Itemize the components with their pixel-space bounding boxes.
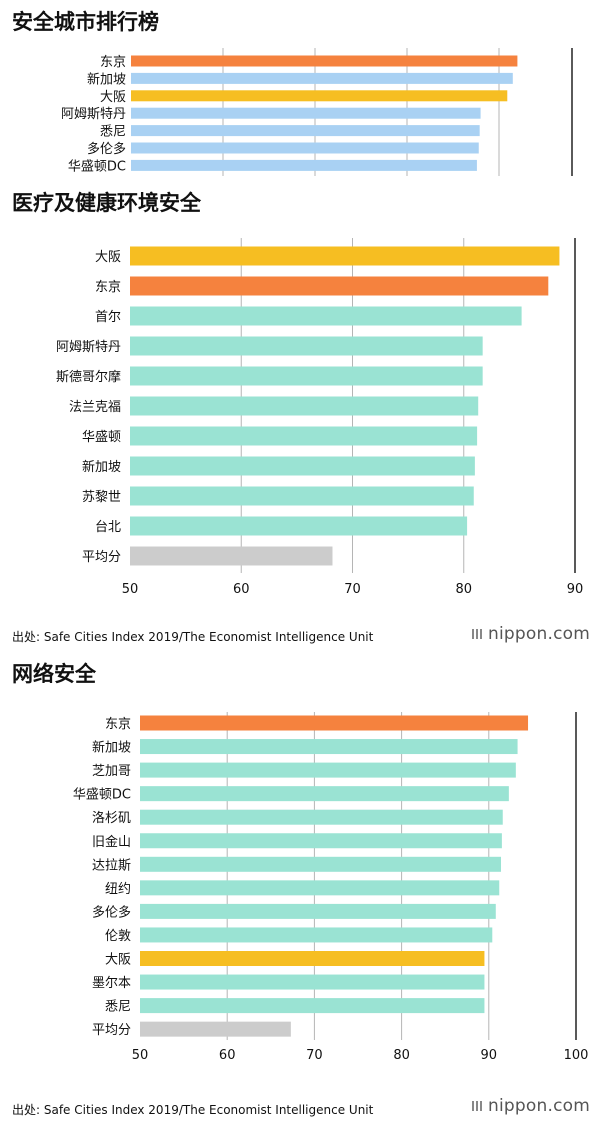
bar bbox=[130, 246, 560, 266]
x-tick-label: 80 bbox=[393, 1048, 410, 1063]
category-label: 大阪 bbox=[95, 250, 121, 265]
bar bbox=[140, 880, 500, 896]
bar bbox=[140, 927, 493, 943]
x-tick-label: 50 bbox=[122, 582, 139, 597]
x-tick-label: 80 bbox=[455, 582, 472, 597]
bar bbox=[131, 142, 479, 154]
category-label: 达拉斯 bbox=[92, 858, 131, 873]
bar bbox=[130, 426, 478, 446]
bar bbox=[130, 516, 468, 536]
x-tick-label: 100 bbox=[564, 1048, 589, 1063]
category-label: 伦敦 bbox=[105, 928, 131, 944]
bar bbox=[130, 276, 549, 296]
x-tick-label: 90 bbox=[481, 1048, 498, 1063]
bar bbox=[140, 786, 509, 802]
category-label: 新加坡 bbox=[92, 740, 131, 756]
category-label: 新加坡 bbox=[87, 71, 126, 87]
bar bbox=[131, 55, 518, 67]
bar bbox=[140, 951, 485, 966]
category-label: 华盛顿 bbox=[82, 430, 121, 445]
category-label: 大阪 bbox=[100, 90, 126, 105]
bar bbox=[140, 715, 529, 731]
chart2-title: 医疗及健康环境安全 bbox=[12, 191, 201, 215]
bar bbox=[131, 72, 513, 84]
x-tick-label: 70 bbox=[344, 582, 361, 597]
category-label: 苏黎世 bbox=[82, 489, 121, 505]
bar bbox=[131, 90, 508, 102]
x-tick-label: 60 bbox=[219, 1048, 236, 1063]
bar bbox=[140, 833, 502, 849]
bar bbox=[131, 125, 480, 137]
chart3-source: 出处: Safe Cities Index 2019/The Economist… bbox=[12, 1103, 374, 1117]
category-label: 悉尼 bbox=[105, 1000, 131, 1015]
category-label: 台北 bbox=[95, 520, 121, 535]
category-label: 洛杉矶 bbox=[92, 811, 131, 826]
x-tick-label: 60 bbox=[233, 582, 250, 597]
chart2-logo-text: nippon.com bbox=[488, 624, 590, 644]
chart3-logo-text: nippon.com bbox=[488, 1096, 590, 1116]
category-label: 悉尼 bbox=[100, 125, 126, 140]
bar bbox=[130, 366, 483, 386]
chart2-logo: nippon.com bbox=[471, 624, 590, 644]
chart3-title: 网络安全 bbox=[12, 662, 96, 686]
category-label: 平均分 bbox=[92, 1023, 131, 1038]
category-label: 纽约 bbox=[105, 882, 131, 897]
category-label: 首尔 bbox=[95, 310, 121, 325]
bar bbox=[140, 998, 485, 1014]
category-label: 阿姆斯特丹 bbox=[61, 107, 126, 122]
category-label: 旧金山 bbox=[92, 834, 131, 850]
bar bbox=[140, 1021, 291, 1037]
category-label: 斯德哥尔摩 bbox=[56, 369, 121, 385]
x-tick-label: 50 bbox=[132, 1048, 149, 1063]
category-label: 东京 bbox=[100, 55, 126, 70]
category-label: 平均分 bbox=[82, 550, 121, 565]
category-label: 华盛顿DC bbox=[68, 159, 126, 174]
bar bbox=[140, 856, 502, 872]
bar bbox=[140, 809, 503, 825]
bar bbox=[131, 107, 481, 119]
bar bbox=[130, 546, 333, 566]
category-label: 华盛顿DC bbox=[73, 788, 131, 803]
category-label: 东京 bbox=[105, 717, 131, 732]
category-label: 多伦多 bbox=[92, 904, 131, 920]
category-label: 多伦多 bbox=[87, 141, 126, 157]
nippon-logo-icon bbox=[471, 626, 485, 640]
chart3-logo: nippon.com bbox=[471, 1096, 590, 1116]
x-tick-label: 70 bbox=[306, 1048, 323, 1063]
category-label: 墨尔本 bbox=[92, 976, 131, 991]
x-tick-label: 90 bbox=[567, 582, 584, 597]
category-label: 法兰克福 bbox=[69, 400, 121, 415]
category-label: 东京 bbox=[95, 280, 121, 295]
bar bbox=[140, 974, 485, 990]
category-label: 阿姆斯特丹 bbox=[56, 340, 121, 355]
category-label: 大阪 bbox=[105, 953, 131, 968]
chart1-title: 安全城市排行榜 bbox=[12, 10, 159, 34]
chart2-source: 出处: Safe Cities Index 2019/The Economist… bbox=[12, 630, 374, 644]
bar bbox=[130, 486, 474, 506]
nippon-logo-icon bbox=[471, 1098, 485, 1112]
bar bbox=[130, 456, 475, 476]
bar bbox=[140, 739, 518, 755]
category-label: 芝加哥 bbox=[92, 763, 131, 779]
bar bbox=[130, 336, 483, 356]
bar bbox=[140, 762, 516, 778]
category-label: 新加坡 bbox=[82, 459, 121, 475]
bar bbox=[131, 159, 477, 171]
bar bbox=[130, 396, 479, 416]
bar bbox=[130, 306, 522, 326]
bar bbox=[140, 903, 496, 919]
